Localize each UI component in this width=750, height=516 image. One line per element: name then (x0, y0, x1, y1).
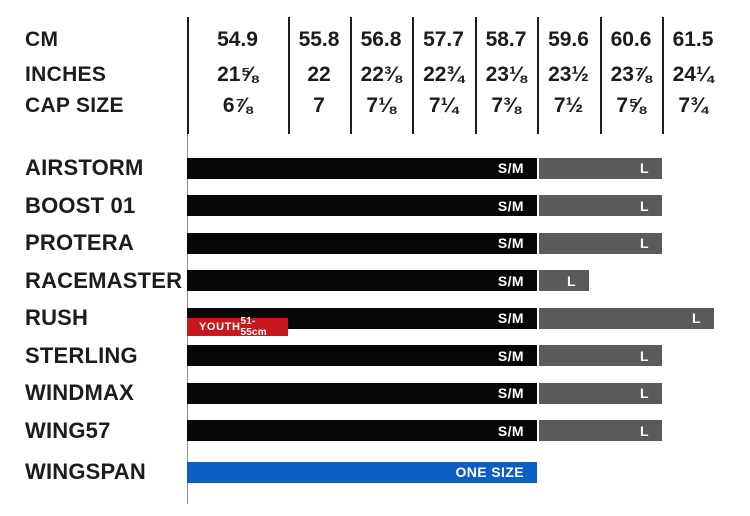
size-bar-sm: S/M (187, 232, 537, 254)
header-cell: 58.7 (485, 28, 527, 51)
column-divider (537, 17, 539, 134)
size-bar-sm: S/M (187, 420, 537, 441)
header-row-cap-size: CAP SIZE 6⅞ 7 7⅛ 7¼ 7⅜ 7½ 7⅝ 7¾ (0, 93, 750, 119)
product-name: AIRSTORM (25, 155, 144, 180)
size-label: S/M (497, 272, 524, 289)
size-bar-l: L (539, 232, 662, 254)
header-cell: 7⅜ (491, 94, 521, 117)
header-cell: 7 (313, 94, 325, 117)
product-name: WINGSPAN (25, 459, 146, 484)
product-name: WING57 (25, 417, 111, 443)
size-bar-sm: S/M (187, 345, 537, 366)
header-cell: 7⅛ (366, 94, 396, 117)
size-label: S/M (497, 235, 524, 251)
header-cell: 7¼ (428, 94, 459, 117)
product-name: PROTERA (25, 230, 134, 255)
size-bar-sm: S/M (187, 382, 537, 404)
column-divider (600, 17, 602, 134)
size-label: S/M (497, 160, 524, 176)
header-row-label: INCHES (25, 63, 107, 86)
size-label: L (640, 385, 649, 401)
column-divider (662, 17, 664, 134)
header-cell: 54.9 (217, 28, 258, 51)
column-divider (475, 17, 477, 134)
size-bar-sm: S/M (187, 195, 537, 216)
size-bar-l: L (539, 157, 662, 179)
size-label: S/M (497, 422, 524, 439)
size-label: L (640, 197, 649, 214)
header-cell: 7⅝ (616, 94, 646, 117)
product-row-rush: RUSH S/M L YOUTH 51-55cm (0, 305, 750, 338)
header-cell: 21⅝ (217, 63, 258, 86)
size-bar-sm: S/M (187, 270, 537, 291)
size-label: S/M (497, 197, 524, 214)
header-row-label: CAP SIZE (25, 94, 124, 117)
size-label: L (567, 272, 576, 289)
product-name: STERLING (25, 342, 138, 368)
column-divider (288, 17, 290, 134)
size-bar-l: L (539, 382, 662, 404)
header-cell: 60.6 (610, 28, 652, 51)
product-row-racemaster: RACEMASTER S/M L (0, 267, 750, 293)
size-bar-l: L (539, 195, 662, 216)
header-row-label: CM (25, 28, 59, 51)
column-divider (350, 17, 352, 134)
header-cell: 22¾ (423, 63, 464, 86)
youth-label: YOUTH (199, 320, 241, 333)
product-row-wing57: WING57 S/M L (0, 417, 750, 443)
size-bar-l: L (539, 307, 714, 329)
header-row-cm: CM 54.9 55.8 56.8 57.7 58.7 59.6 60.6 61.5 (0, 27, 750, 53)
column-divider (187, 17, 189, 134)
size-label: S/M (497, 310, 524, 326)
size-label: S/M (497, 385, 524, 401)
product-name: RUSH (25, 305, 89, 330)
youth-range-label: 51-55cm (240, 315, 267, 338)
header-cell: 55.8 (298, 28, 340, 51)
header-cell: 57.7 (423, 28, 464, 51)
size-label: L (640, 160, 649, 176)
product-name: RACEMASTER (25, 267, 183, 293)
header-cell: 23⅛ (485, 63, 527, 86)
product-name: WINDMAX (25, 380, 134, 405)
size-bar-l: L (539, 420, 662, 441)
header-cell: 22 (307, 63, 331, 86)
header-cell: 59.6 (548, 28, 589, 51)
header-cell: 7¾ (678, 94, 708, 117)
size-bar-l: L (539, 345, 662, 366)
product-row-sterling: STERLING S/M L (0, 342, 750, 368)
size-label: L (640, 422, 649, 439)
size-bar-onesize: ONE SIZE (187, 461, 537, 483)
size-label: S/M (497, 347, 524, 364)
product-row-windmax: WINDMAX S/M L (0, 380, 750, 405)
product-row-airstorm: AIRSTORM S/M L (0, 155, 750, 180)
header-row-inches: INCHES 21⅝ 22 22⅜ 22¾ 23⅛ 23½ 23⅞ 24¼ (0, 62, 750, 88)
header-cell: 6⅞ (222, 94, 253, 117)
header-cell: 61.5 (672, 28, 714, 51)
header-cell: 23½ (548, 63, 589, 86)
header-cell: 24¼ (672, 63, 714, 86)
size-label: ONE SIZE (455, 464, 524, 480)
size-label: L (640, 347, 649, 364)
size-bar-sm: S/M (187, 157, 537, 179)
header-cell: 22⅜ (360, 63, 402, 86)
header-cell: 23⅞ (610, 63, 652, 86)
size-label: L (692, 310, 701, 326)
size-bar-youth: YOUTH 51-55cm (187, 315, 288, 338)
product-row-wingspan: WINGSPAN ONE SIZE (0, 459, 750, 484)
product-row-protera: PROTERA S/M L (0, 230, 750, 255)
size-label: L (640, 235, 649, 251)
column-divider (412, 17, 414, 134)
product-row-boost-01: BOOST 01 S/M L (0, 192, 750, 218)
product-name: BOOST 01 (25, 192, 136, 218)
header-cell: 56.8 (360, 28, 402, 51)
size-bar-l: L (539, 270, 589, 291)
header-cell: 7½ (553, 94, 584, 117)
